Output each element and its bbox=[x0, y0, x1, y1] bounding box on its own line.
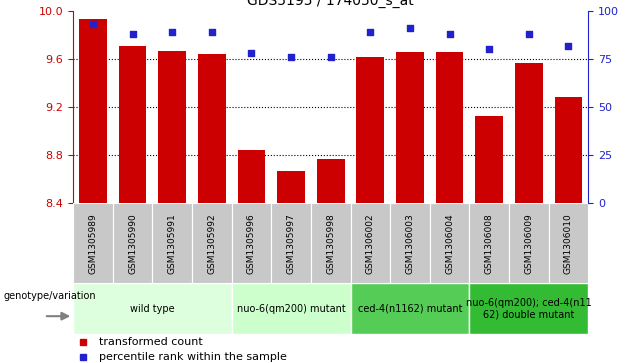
Title: GDS5195 / 174050_s_at: GDS5195 / 174050_s_at bbox=[247, 0, 414, 8]
Bar bbox=[515, 62, 543, 203]
Bar bbox=[119, 46, 146, 203]
Text: GSM1306004: GSM1306004 bbox=[445, 213, 454, 274]
Text: percentile rank within the sample: percentile rank within the sample bbox=[99, 352, 287, 362]
Bar bbox=[198, 54, 226, 203]
Bar bbox=[277, 171, 305, 203]
Bar bbox=[350, 283, 469, 334]
Text: GSM1306003: GSM1306003 bbox=[406, 213, 415, 274]
Text: transformed count: transformed count bbox=[99, 337, 203, 347]
Bar bbox=[469, 283, 588, 334]
Bar bbox=[73, 203, 113, 283]
Text: GSM1305989: GSM1305989 bbox=[88, 213, 97, 274]
Point bbox=[365, 29, 375, 35]
Text: GSM1305991: GSM1305991 bbox=[168, 213, 177, 274]
Bar bbox=[158, 50, 186, 203]
Point bbox=[207, 29, 217, 35]
Bar bbox=[390, 203, 430, 283]
Bar bbox=[79, 19, 107, 203]
Text: ced-4(n1162) mutant: ced-4(n1162) mutant bbox=[357, 303, 462, 314]
Bar bbox=[430, 203, 469, 283]
Bar bbox=[436, 52, 464, 203]
Text: GSM1306009: GSM1306009 bbox=[524, 213, 534, 274]
Bar bbox=[549, 203, 588, 283]
Text: GSM1306002: GSM1306002 bbox=[366, 213, 375, 274]
Text: nuo-6(qm200); ced-4(n11
62) double mutant: nuo-6(qm200); ced-4(n11 62) double mutan… bbox=[466, 298, 591, 319]
Bar bbox=[469, 203, 509, 283]
Bar bbox=[272, 203, 311, 283]
Point bbox=[484, 46, 494, 52]
Bar bbox=[317, 159, 345, 203]
Text: GSM1305990: GSM1305990 bbox=[128, 213, 137, 274]
Bar bbox=[311, 203, 350, 283]
Bar bbox=[238, 150, 265, 203]
Bar bbox=[192, 203, 232, 283]
Text: GSM1305996: GSM1305996 bbox=[247, 213, 256, 274]
Text: wild type: wild type bbox=[130, 303, 175, 314]
Point bbox=[246, 50, 256, 56]
Bar bbox=[475, 115, 503, 203]
Bar bbox=[113, 203, 153, 283]
Bar bbox=[357, 57, 384, 203]
Point bbox=[88, 21, 98, 27]
Text: GSM1306008: GSM1306008 bbox=[485, 213, 494, 274]
Point bbox=[405, 25, 415, 31]
Text: GSM1306010: GSM1306010 bbox=[564, 213, 573, 274]
Bar bbox=[350, 203, 390, 283]
Point bbox=[563, 42, 574, 48]
Point bbox=[127, 31, 137, 37]
Point bbox=[286, 54, 296, 60]
Bar bbox=[232, 203, 272, 283]
Bar bbox=[509, 203, 549, 283]
Bar bbox=[555, 97, 583, 203]
Text: nuo-6(qm200) mutant: nuo-6(qm200) mutant bbox=[237, 303, 345, 314]
Point bbox=[167, 29, 177, 35]
Text: GSM1305992: GSM1305992 bbox=[207, 213, 216, 274]
Text: GSM1305997: GSM1305997 bbox=[287, 213, 296, 274]
Point bbox=[524, 31, 534, 37]
Bar bbox=[232, 283, 350, 334]
Bar bbox=[73, 283, 232, 334]
Point bbox=[445, 31, 455, 37]
Bar bbox=[396, 52, 424, 203]
Bar bbox=[153, 203, 192, 283]
Text: GSM1305998: GSM1305998 bbox=[326, 213, 335, 274]
Text: genotype/variation: genotype/variation bbox=[4, 291, 96, 301]
Point bbox=[326, 54, 336, 60]
